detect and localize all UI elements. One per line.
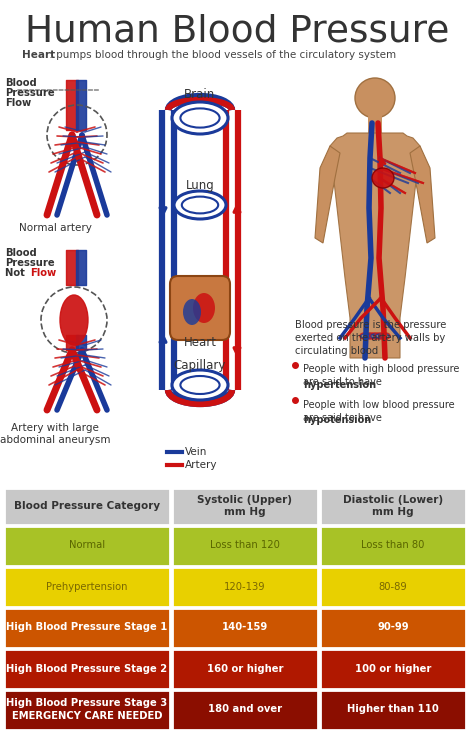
Text: Loss than 80: Loss than 80 — [361, 540, 425, 551]
Circle shape — [355, 78, 395, 118]
FancyBboxPatch shape — [320, 649, 466, 689]
Text: 90-99: 90-99 — [377, 623, 409, 632]
FancyBboxPatch shape — [320, 567, 466, 607]
Text: Higher than 110: Higher than 110 — [347, 704, 439, 715]
Text: Human Blood Pressure: Human Blood Pressure — [25, 14, 449, 50]
FancyBboxPatch shape — [320, 608, 466, 648]
Text: 120-139: 120-139 — [224, 582, 266, 591]
Text: 100 or higher: 100 or higher — [355, 663, 431, 674]
Text: Brain: Brain — [184, 88, 216, 102]
Text: Artery with large: Artery with large — [11, 423, 99, 433]
FancyBboxPatch shape — [4, 488, 170, 525]
Ellipse shape — [183, 299, 201, 325]
FancyBboxPatch shape — [320, 488, 466, 525]
Text: Heart: Heart — [22, 50, 55, 60]
Text: Flow: Flow — [30, 268, 56, 278]
Text: Blood: Blood — [5, 248, 37, 258]
FancyBboxPatch shape — [172, 567, 318, 607]
Text: High Blood Pressure Stage 3
EMERGENCY CARE NEEDED: High Blood Pressure Stage 3 EMERGENCY CA… — [7, 698, 168, 720]
Text: 140-159: 140-159 — [222, 623, 268, 632]
Text: Flow: Flow — [5, 98, 31, 108]
Polygon shape — [315, 146, 340, 243]
Text: Capillary: Capillary — [174, 358, 226, 372]
Text: Diastolic (Lower)
mm Hg: Diastolic (Lower) mm Hg — [343, 495, 443, 517]
FancyBboxPatch shape — [4, 690, 170, 730]
FancyBboxPatch shape — [172, 690, 318, 730]
FancyBboxPatch shape — [320, 526, 466, 566]
FancyBboxPatch shape — [4, 567, 170, 607]
Text: hypotension: hypotension — [303, 415, 371, 425]
FancyBboxPatch shape — [320, 690, 466, 730]
FancyBboxPatch shape — [172, 608, 318, 648]
Text: 80-89: 80-89 — [379, 582, 407, 591]
FancyBboxPatch shape — [172, 526, 318, 566]
Text: Prehypertension: Prehypertension — [46, 582, 128, 591]
FancyBboxPatch shape — [4, 608, 170, 648]
Ellipse shape — [193, 293, 215, 323]
Text: Pressure: Pressure — [5, 258, 55, 268]
Text: Vein: Vein — [185, 447, 207, 457]
Ellipse shape — [172, 370, 228, 400]
FancyBboxPatch shape — [4, 649, 170, 689]
Text: Loss than 120: Loss than 120 — [210, 540, 280, 551]
Text: People with high blood pressure
are said to have: People with high blood pressure are said… — [303, 364, 459, 387]
Ellipse shape — [181, 376, 219, 394]
Text: : pumps blood through the blood vessels of the circulatory system: : pumps blood through the blood vessels … — [46, 50, 396, 60]
Text: abdominal aneurysm: abdominal aneurysm — [0, 435, 110, 445]
Text: Blood pressure is the pressure
exerted on the artery walls by
circulating blood: Blood pressure is the pressure exerted o… — [295, 320, 447, 356]
FancyBboxPatch shape — [368, 115, 382, 133]
Ellipse shape — [372, 168, 394, 188]
Text: Artery: Artery — [185, 460, 218, 470]
Text: Normal artery: Normal artery — [18, 223, 91, 233]
Ellipse shape — [182, 197, 218, 214]
Text: Systolic (Upper)
mm Hg: Systolic (Upper) mm Hg — [198, 495, 292, 517]
Polygon shape — [410, 146, 435, 243]
Text: High Blood Pressure Stage 1: High Blood Pressure Stage 1 — [6, 623, 168, 632]
FancyBboxPatch shape — [172, 649, 318, 689]
Text: High Blood Pressure Stage 2: High Blood Pressure Stage 2 — [7, 663, 168, 674]
FancyBboxPatch shape — [170, 276, 230, 340]
Ellipse shape — [174, 191, 226, 219]
Text: Blood: Blood — [5, 78, 37, 88]
Text: Lung: Lung — [186, 179, 214, 191]
Polygon shape — [330, 133, 420, 358]
Text: Not: Not — [5, 268, 28, 278]
Text: 180 and over: 180 and over — [208, 704, 282, 715]
FancyBboxPatch shape — [4, 526, 170, 566]
Text: Blood Pressure Category: Blood Pressure Category — [14, 501, 160, 511]
Text: Normal: Normal — [69, 540, 105, 551]
Ellipse shape — [60, 295, 88, 345]
Text: hypertension: hypertension — [303, 380, 376, 390]
Ellipse shape — [181, 108, 219, 128]
Text: People with low blood pressure
are said to have: People with low blood pressure are said … — [303, 400, 455, 423]
Text: 160 or higher: 160 or higher — [207, 663, 283, 674]
Text: Pressure: Pressure — [5, 88, 55, 98]
Ellipse shape — [172, 102, 228, 134]
FancyBboxPatch shape — [172, 488, 318, 525]
Text: Heart: Heart — [183, 335, 217, 349]
